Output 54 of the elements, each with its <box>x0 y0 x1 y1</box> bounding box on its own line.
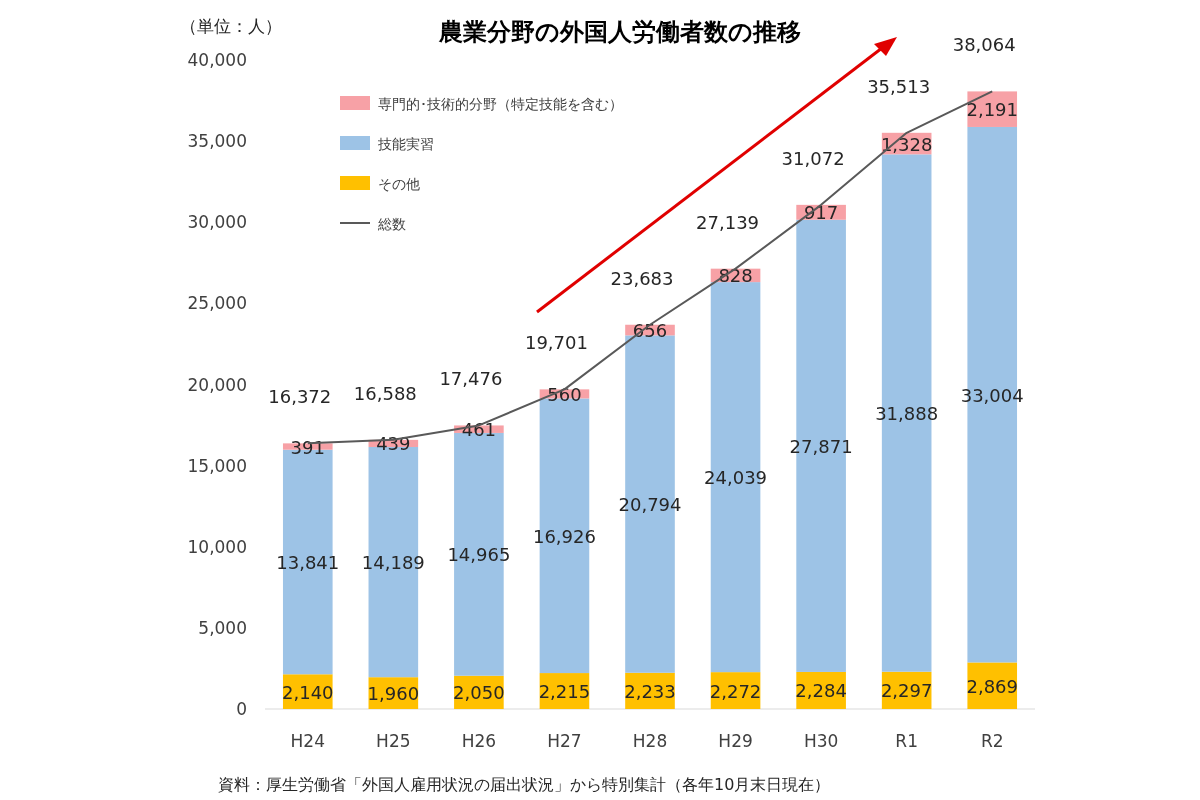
data-label: 17,476 <box>439 368 503 390</box>
data-label: 16,588 <box>353 382 417 404</box>
y-tick-label: 30,000 <box>187 212 247 233</box>
data-label: 38,064 <box>952 34 1016 56</box>
y-tick-label: 35,000 <box>187 131 247 152</box>
data-label: 2,140 <box>282 681 334 703</box>
data-label: 23,683 <box>610 267 674 289</box>
data-label: 14,965 <box>447 544 511 566</box>
data-label: 31,072 <box>781 147 845 169</box>
data-label: 24,039 <box>704 467 768 489</box>
y-axis-title: （単位：人） <box>180 16 282 36</box>
data-label: 2,297 <box>880 680 933 702</box>
data-label: 391 <box>290 436 325 458</box>
chart-title: 農業分野の外国人労働者数の推移 <box>438 18 801 46</box>
text: 資料：厚生労働省「外国人雇用状況の届出状況」から特別集計（各年10月末日現在） <box>218 775 831 794</box>
x-tick-label: H27 <box>547 731 582 751</box>
data-label: 27,871 <box>789 435 853 457</box>
x-tick-label: H26 <box>461 731 497 751</box>
y-tick-label: 0 <box>236 699 247 719</box>
x-tick-label: H28 <box>632 731 668 751</box>
x-tick-label: H24 <box>290 731 325 751</box>
data-label: 2,272 <box>709 680 762 702</box>
legend-label: 専門的･技術的分野（特定技能を含む） <box>378 96 623 112</box>
data-label: 16,372 <box>268 386 332 408</box>
y-tick-label: 25,000 <box>187 293 247 314</box>
data-label: 2,191 <box>966 99 1018 121</box>
data-label: 27,139 <box>696 211 760 233</box>
data-label: 2,869 <box>966 675 1018 697</box>
legend-label: その他 <box>378 176 420 192</box>
x-tick-label: R2 <box>980 731 1004 751</box>
data-label: 35,513 <box>867 75 931 97</box>
data-label: 20,794 <box>618 494 682 516</box>
x-tick-label: H25 <box>376 731 411 751</box>
legend-label: 技能実習 <box>377 136 434 152</box>
data-label: 13,841 <box>276 551 340 573</box>
y-tick-label: 20,000 <box>187 374 247 395</box>
data-label: 16,926 <box>532 525 596 547</box>
data-label: 33,004 <box>960 384 1024 406</box>
data-label: 2,284 <box>795 680 847 702</box>
data-label: 1,960 <box>367 683 420 705</box>
data-label: 2,215 <box>538 681 591 703</box>
data-label: 2,233 <box>624 680 676 702</box>
x-tick-label: H29 <box>718 731 753 751</box>
y-tick-label: 15,000 <box>187 455 247 476</box>
data-label: 19,701 <box>524 332 588 354</box>
y-tick-label: 5,000 <box>198 617 247 638</box>
data-label: 2,050 <box>453 682 505 704</box>
x-tick-label: R1 <box>895 731 918 751</box>
legend-label: 総数 <box>377 216 406 232</box>
y-tick-label: 10,000 <box>187 536 247 557</box>
x-tick-label: H30 <box>803 731 839 751</box>
data-label: 31,888 <box>875 403 939 425</box>
data-label: 14,189 <box>361 552 425 574</box>
y-tick-label: 40,000 <box>187 50 247 70</box>
